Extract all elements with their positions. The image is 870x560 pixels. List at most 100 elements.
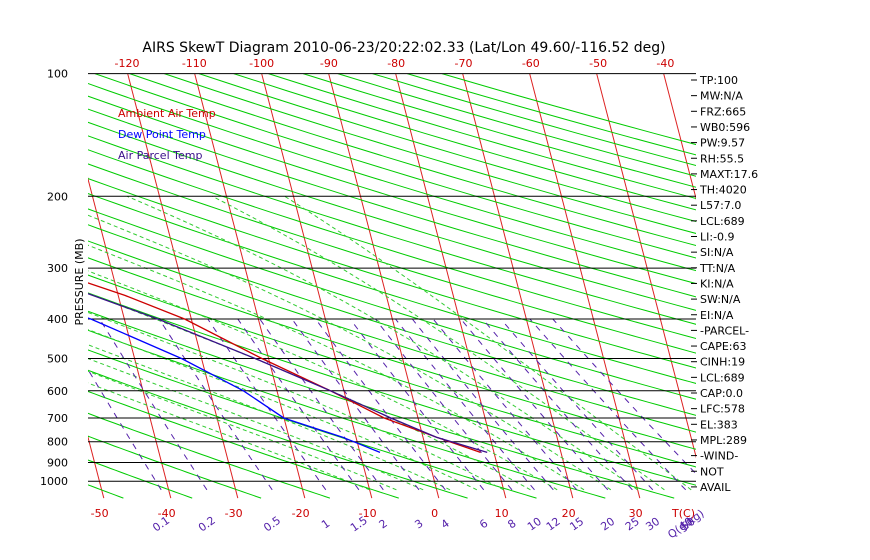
dry-adiabat-line (88, 484, 124, 499)
bottom-temp-tick-labels: -50 -40 -30 -20 -10 0 10 20 30 (91, 507, 643, 520)
top-temp-tick-label: -100 (249, 57, 274, 70)
pressure-tick-label: 700 (47, 412, 68, 425)
dry-adiabat-line (88, 95, 696, 285)
index-value: L57:7.0 (700, 199, 741, 212)
index-value: LFC:578 (700, 403, 745, 416)
top-temp-tick-label: -110 (182, 57, 207, 70)
index-value: MW:N/A (700, 90, 743, 103)
dry-adiabat-line (88, 193, 696, 384)
top-temp-tick-label: -70 (455, 57, 473, 70)
dry-adiabat-line (198, 74, 696, 223)
dry-adiabat-line (88, 390, 399, 499)
dry-adiabat-line (88, 121, 696, 311)
pressure-tick-label: 800 (47, 436, 68, 449)
chart-title: AIRS SkewT Diagram 2010-06-23/20:22:02.3… (142, 40, 665, 56)
top-temp-tick-label: -120 (115, 57, 140, 70)
isotherm-line (127, 74, 239, 499)
bottom-temp-tick-label: 0 (431, 507, 438, 520)
pressure-tick-label: 500 (47, 353, 68, 366)
stability-indices-panel: TP:100 MW:N/A FRZ:665 WB0:596 PW:9.57 RH:55.5… (691, 74, 758, 494)
dry-adiabat-line (268, 74, 696, 199)
index-value: EI:N/A (700, 309, 734, 322)
index-value: AVAIL (700, 481, 731, 494)
temp-unit-label: T(C) (671, 507, 695, 520)
mixing-ratio-line (411, 318, 554, 491)
mixing-ratio-label: 12 (544, 515, 563, 534)
bottom-temp-tick-label: -30 (225, 507, 243, 520)
dry-adiabat-line (88, 108, 696, 298)
index-value: LI:-0.9 (700, 231, 735, 244)
mixing-ratio-line (158, 318, 273, 491)
top-temp-tick-label: -60 (522, 57, 540, 70)
dry-adiabat-line (88, 412, 331, 499)
index-value: CINH:19 (700, 356, 745, 369)
pressure-tick-label: 1000 (40, 475, 68, 488)
index-value: PW:9.57 (700, 137, 745, 150)
index-value: TH:4020 (699, 184, 747, 197)
mixing-ratio-line (88, 368, 162, 491)
isotherm-line (596, 74, 696, 459)
mixing-ratio-label: 0.2 (196, 514, 218, 535)
index-value: NOT (700, 465, 724, 478)
pressure-tick-label: 900 (47, 457, 68, 470)
top-temp-tick-label: -50 (589, 57, 607, 70)
mixing-ratio-label: 30 (643, 515, 662, 534)
bottom-temp-tick-label: 20 (562, 507, 576, 520)
y-axis-label: PRESSURE (MB) (73, 239, 86, 326)
legend-air-parcel-temp: Air Parcel Temp (118, 149, 202, 162)
isotherm-line (88, 177, 172, 499)
mixing-ratio-line (291, 318, 420, 491)
mixing-ratio-label: 4 (439, 517, 452, 532)
dry-adiabat-line (88, 369, 468, 499)
moist-adiabat-line (88, 328, 478, 491)
dry-adiabat-line (88, 149, 696, 340)
moist-adiabat-line (212, 195, 665, 491)
isotherm-line (462, 74, 574, 499)
index-value: CAPE:63 (700, 340, 747, 353)
dew-point-temp-line (88, 317, 381, 454)
bottom-temp-tick-label: -10 (359, 507, 377, 520)
index-value: CAP:0.0 (700, 387, 743, 400)
mixing-ratio-line (237, 318, 360, 491)
index-value: -WIND- (700, 450, 738, 463)
dry-adiabat-line (88, 163, 696, 354)
top-temp-tick-label: -90 (320, 57, 338, 70)
pressure-tick-label: 100 (47, 68, 68, 81)
ambient-air-temp-line (88, 282, 481, 454)
index-value: WB0:596 (700, 121, 750, 134)
dry-adiabat-line (0, 74, 55, 499)
bottom-temp-tick-label: -20 (292, 507, 310, 520)
mixing-ratio-line (552, 318, 696, 475)
mixing-ratio-line (460, 318, 609, 491)
mixing-ratio-line (395, 318, 535, 491)
dry-adiabat-line (94, 74, 696, 259)
index-value: SI:N/A (700, 246, 734, 259)
top-temp-tick-labels: -120 -110 -100 -90 -80 -70 -60 -50 -40 (115, 57, 675, 70)
dry-adiabat-line (88, 435, 262, 499)
moist-adiabat-line (126, 195, 638, 491)
moist-adiabat-line (88, 214, 612, 491)
index-value: TT:N/A (699, 262, 736, 275)
dry-adiabat-line (337, 74, 696, 177)
isobars (88, 73, 696, 482)
air-parcel-temp-line (88, 293, 488, 454)
mixing-ratio-line (207, 318, 327, 491)
moist-adiabat-line (88, 344, 451, 491)
mixing-ratio-line (432, 318, 578, 491)
index-value: EL:383 (700, 418, 738, 431)
legend: Ambient Air Temp Dew Point Temp Air Parc… (118, 107, 216, 162)
dry-adiabat-line (88, 82, 696, 272)
moist-adiabat-line (88, 270, 558, 491)
mixing-ratio-label: 1 (319, 517, 332, 532)
mixing-ratio-label: 3 (412, 517, 425, 532)
top-temp-tick-label: -80 (387, 57, 405, 70)
profile-lines (88, 282, 488, 454)
isotherm-line (194, 74, 306, 499)
mixing-ratio-line (500, 318, 654, 491)
moist-adiabat-line (88, 358, 424, 491)
mixing-ratio-line (99, 318, 208, 491)
mixing-ratio-line (315, 318, 446, 491)
bottom-temp-tick-label: 30 (629, 507, 643, 520)
mixing-ratio-label: 6 (477, 517, 490, 532)
dry-adiabat-line (302, 74, 696, 188)
